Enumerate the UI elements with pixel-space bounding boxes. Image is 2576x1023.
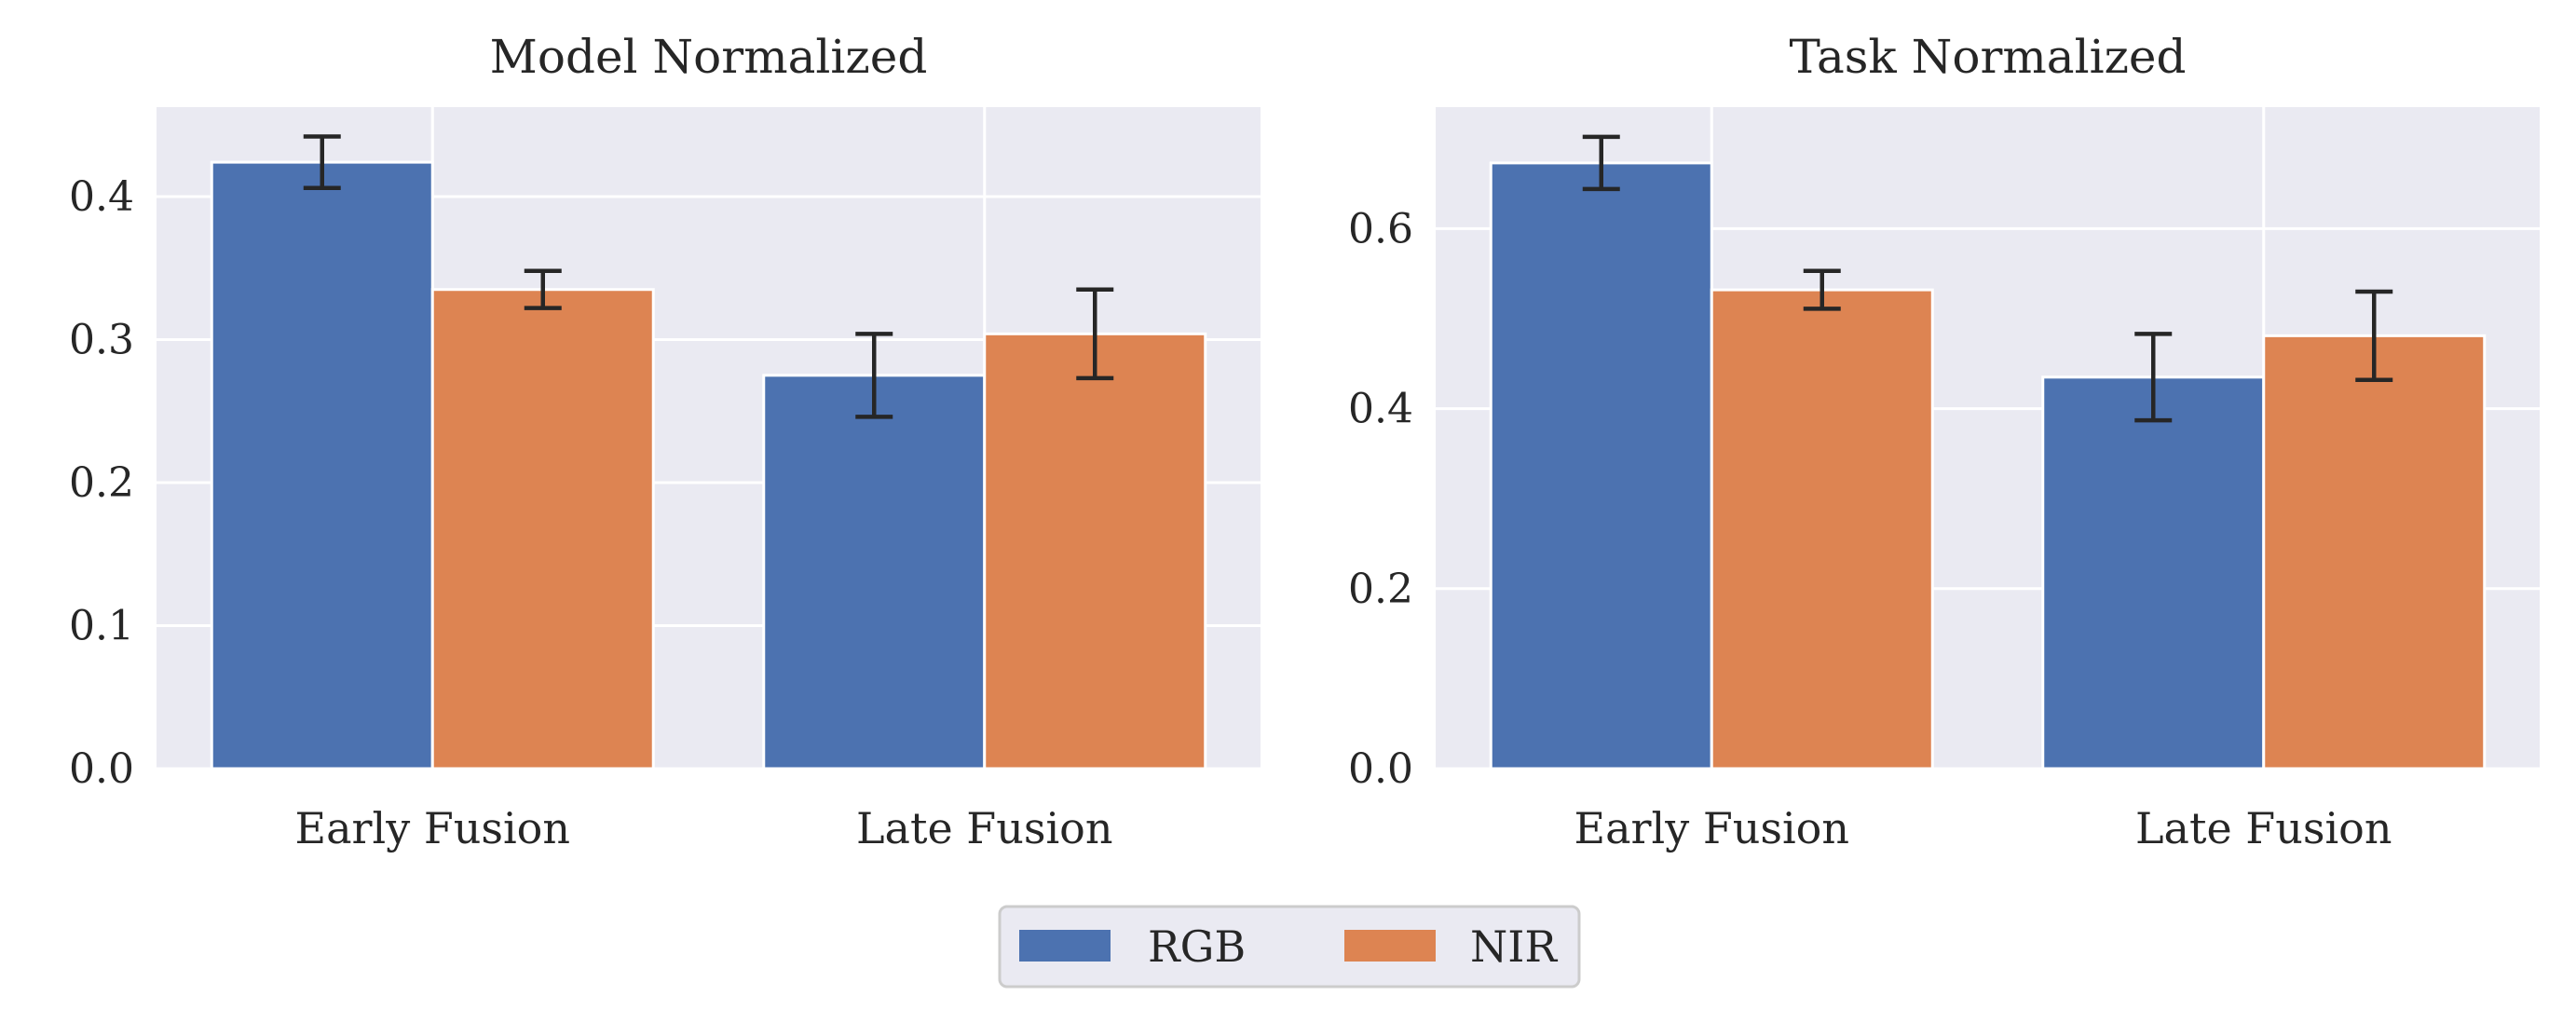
x-tick-label: Late Fusion xyxy=(856,803,1112,853)
panel-title: Model Normalized xyxy=(490,30,928,84)
y-tick-label: 0.0 xyxy=(69,745,134,793)
bar-nir-early-fusion xyxy=(1710,288,1934,771)
x-tick-label: Early Fusion xyxy=(295,803,571,853)
x-tick-label: Early Fusion xyxy=(1574,803,1850,853)
error-bar-nir-late-fusion xyxy=(2355,289,2393,382)
error-bar-rgb-early-fusion xyxy=(1582,134,1620,192)
error-bar-nir-late-fusion xyxy=(1076,287,1114,381)
y-tick-label: 0.1 xyxy=(69,602,134,649)
y-tick-label: 0.0 xyxy=(1348,745,1413,793)
legend-swatch-rgb xyxy=(1019,930,1111,962)
bar-rgb-early-fusion xyxy=(1489,161,1713,771)
error-bar-rgb-late-fusion xyxy=(2134,332,2173,423)
bar-rgb-late-fusion xyxy=(762,374,987,771)
error-bar-rgb-early-fusion xyxy=(303,134,341,190)
y-tick-label: 0.2 xyxy=(1348,566,1413,613)
legend: RGB NIR xyxy=(998,905,1581,989)
y-tick-label: 0.2 xyxy=(69,459,134,507)
bar-nir-late-fusion xyxy=(2262,334,2487,771)
legend-label-rgb: RGB xyxy=(1148,921,1246,972)
error-bar-nir-early-fusion xyxy=(1803,268,1841,311)
bar-nir-early-fusion xyxy=(430,288,655,771)
x-tick-label: Late Fusion xyxy=(2135,803,2392,853)
bar-rgb-early-fusion xyxy=(210,160,434,771)
y-tick-label: 0.4 xyxy=(1348,386,1413,433)
panel-model-normalized: 0.0 0.1 0.2 0.3 0.4 Early Fusion Late Fusion Mo… xyxy=(69,30,1261,853)
bar-nir-late-fusion xyxy=(983,332,1207,771)
bar-rgb-late-fusion xyxy=(2041,375,2266,771)
y-tick-label: 0.4 xyxy=(69,173,134,221)
y-tick-label: 0.6 xyxy=(1348,205,1413,252)
panel-task-normalized: 0.0 0.2 0.4 0.6 Early Fusion Late Fusion Task … xyxy=(1348,30,2540,853)
y-tick-label: 0.3 xyxy=(69,316,134,363)
legend-label-nir: NIR xyxy=(1470,921,1558,972)
panel-title: Task Normalized xyxy=(1789,30,2186,84)
error-bar-nir-early-fusion xyxy=(524,268,562,310)
error-bar-rgb-late-fusion xyxy=(855,332,893,419)
legend-swatch-nir xyxy=(1344,930,1436,962)
legend-box xyxy=(998,905,1581,989)
